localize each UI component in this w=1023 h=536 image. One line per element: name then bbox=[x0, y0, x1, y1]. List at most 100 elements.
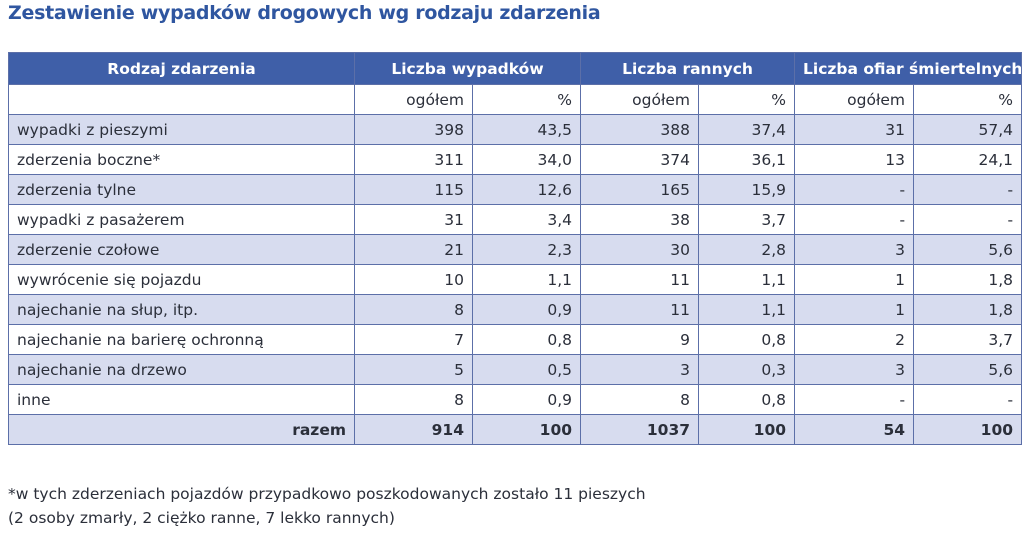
cell-accidents-percent: 1,1 bbox=[471, 264, 582, 295]
cell-accidents-percent: 34,0 bbox=[471, 144, 582, 175]
cell-fatalities-percent: - bbox=[913, 384, 1023, 415]
header-fatalities: Liczba ofiar śmiertelnych bbox=[794, 52, 1023, 85]
subheader-injured-total: ogółem bbox=[580, 84, 700, 115]
subheader-empty bbox=[8, 84, 355, 115]
cell-accidents-total: 7 bbox=[354, 324, 473, 355]
cell-accidents-total: 311 bbox=[354, 144, 473, 175]
cell-fatalities-total: 2 bbox=[794, 324, 915, 355]
cell-accidents-total: 21 bbox=[354, 234, 473, 265]
cell-fatalities-percent: 3,7 bbox=[913, 324, 1023, 355]
table-row: zderzenia boczne* 311 34,0 374 36,1 13 2… bbox=[8, 144, 1023, 175]
total-fatalities: 54 bbox=[794, 414, 915, 445]
cell-fatalities-total: 3 bbox=[794, 354, 915, 385]
cell-accidents-percent: 0,8 bbox=[471, 324, 582, 355]
cell-fatalities-total: - bbox=[794, 204, 915, 235]
cell-fatalities-percent: 57,4 bbox=[913, 114, 1023, 145]
row-label: wypadki z pieszymi bbox=[8, 114, 355, 145]
cell-accidents-total: 8 bbox=[354, 294, 473, 325]
cell-injured-total: 11 bbox=[580, 264, 700, 295]
table-row: najechanie na drzewo 5 0,5 3 0,3 3 5,6 bbox=[8, 354, 1023, 385]
subheader-fatalities-total: ogółem bbox=[794, 84, 915, 115]
cell-accidents-total: 8 bbox=[354, 384, 473, 415]
cell-injured-percent: 0,8 bbox=[698, 324, 796, 355]
total-accidents-percent: 100 bbox=[471, 414, 582, 445]
table-row: najechanie na słup, itp. 8 0,9 11 1,1 1 … bbox=[8, 294, 1023, 325]
total-label: razem bbox=[8, 414, 355, 445]
cell-accidents-percent: 2,3 bbox=[471, 234, 582, 265]
cell-injured-total: 388 bbox=[580, 114, 700, 145]
cell-injured-percent: 37,4 bbox=[698, 114, 796, 145]
cell-fatalities-total: - bbox=[794, 174, 915, 205]
cell-injured-percent: 0,8 bbox=[698, 384, 796, 415]
cell-fatalities-total: - bbox=[794, 384, 915, 415]
row-label: wypadki z pasażerem bbox=[8, 204, 355, 235]
row-label: zderzenia tylne bbox=[8, 174, 355, 205]
subheader-injured-percent: % bbox=[698, 84, 796, 115]
cell-accidents-percent: 3,4 bbox=[471, 204, 582, 235]
cell-fatalities-total: 3 bbox=[794, 234, 915, 265]
cell-accidents-total: 398 bbox=[354, 114, 473, 145]
cell-fatalities-percent: 24,1 bbox=[913, 144, 1023, 175]
table-row: wywrócenie się pojazdu 10 1,1 11 1,1 1 1… bbox=[8, 264, 1023, 295]
row-label: najechanie na barierę ochronną bbox=[8, 324, 355, 355]
cell-accidents-percent: 0,9 bbox=[471, 294, 582, 325]
row-label: najechanie na drzewo bbox=[8, 354, 355, 385]
cell-fatalities-percent: 5,6 bbox=[913, 354, 1023, 385]
total-fatalities-percent: 100 bbox=[913, 414, 1023, 445]
subheader-accidents-total: ogółem bbox=[354, 84, 473, 115]
cell-injured-percent: 1,1 bbox=[698, 264, 796, 295]
cell-fatalities-total: 13 bbox=[794, 144, 915, 175]
cell-injured-percent: 15,9 bbox=[698, 174, 796, 205]
total-accidents: 914 bbox=[354, 414, 473, 445]
cell-accidents-total: 10 bbox=[354, 264, 473, 295]
cell-accidents-percent: 0,9 bbox=[471, 384, 582, 415]
cell-injured-total: 3 bbox=[580, 354, 700, 385]
cell-injured-total: 165 bbox=[580, 174, 700, 205]
row-label: najechanie na słup, itp. bbox=[8, 294, 355, 325]
cell-fatalities-percent: 5,6 bbox=[913, 234, 1023, 265]
table-row: zderzenie czołowe 21 2,3 30 2,8 3 5,6 bbox=[8, 234, 1023, 265]
table-row: wypadki z pieszymi 398 43,5 388 37,4 31 … bbox=[8, 114, 1023, 145]
row-label: zderzenie czołowe bbox=[8, 234, 355, 265]
subheader-row: ogółem % ogółem % ogółem % bbox=[8, 84, 1023, 115]
footnote: *w tych zderzeniach pojazdów przypadkowo… bbox=[8, 482, 646, 530]
cell-fatalities-percent: 1,8 bbox=[913, 264, 1023, 295]
table-row: inne 8 0,9 8 0,8 - - bbox=[8, 384, 1023, 415]
cell-injured-percent: 1,1 bbox=[698, 294, 796, 325]
cell-injured-percent: 0,3 bbox=[698, 354, 796, 385]
cell-injured-percent: 3,7 bbox=[698, 204, 796, 235]
cell-injured-total: 374 bbox=[580, 144, 700, 175]
table-row: zderzenia tylne 115 12,6 165 15,9 - - bbox=[8, 174, 1023, 205]
footnote-line-1: *w tych zderzeniach pojazdów przypadkowo… bbox=[8, 485, 646, 503]
row-label: inne bbox=[8, 384, 355, 415]
total-injured: 1037 bbox=[580, 414, 700, 445]
table-row: wypadki z pasażerem 31 3,4 38 3,7 - - bbox=[8, 204, 1023, 235]
cell-injured-total: 38 bbox=[580, 204, 700, 235]
cell-accidents-percent: 12,6 bbox=[471, 174, 582, 205]
header-injured: Liczba rannych bbox=[580, 52, 796, 85]
subheader-fatalities-percent: % bbox=[913, 84, 1023, 115]
cell-accidents-total: 115 bbox=[354, 174, 473, 205]
cell-injured-total: 9 bbox=[580, 324, 700, 355]
row-label: zderzenia boczne* bbox=[8, 144, 355, 175]
subheader-accidents-percent: % bbox=[471, 84, 582, 115]
cell-injured-total: 11 bbox=[580, 294, 700, 325]
header-type: Rodzaj zdarzenia bbox=[8, 52, 355, 85]
cell-injured-total: 30 bbox=[580, 234, 700, 265]
cell-injured-total: 8 bbox=[580, 384, 700, 415]
cell-accidents-total: 5 bbox=[354, 354, 473, 385]
cell-accidents-percent: 43,5 bbox=[471, 114, 582, 145]
header-accidents: Liczba wypadków bbox=[353, 52, 582, 85]
footnote-line-2: (2 osoby zmarły, 2 ciężko ranne, 7 lekko… bbox=[8, 509, 395, 527]
cell-fatalities-percent: - bbox=[913, 204, 1023, 235]
cell-injured-percent: 2,8 bbox=[698, 234, 796, 265]
cell-fatalities-total: 31 bbox=[794, 114, 915, 145]
row-label: wywrócenie się pojazdu bbox=[8, 264, 355, 295]
total-row: razem 914 100 1037 100 54 100 bbox=[8, 414, 1023, 445]
cell-accidents-total: 31 bbox=[354, 204, 473, 235]
cell-fatalities-percent: - bbox=[913, 174, 1023, 205]
cell-fatalities-total: 1 bbox=[794, 294, 915, 325]
cell-fatalities-percent: 1,8 bbox=[913, 294, 1023, 325]
total-injured-percent: 100 bbox=[698, 414, 796, 445]
table-row: najechanie na barierę ochronną 7 0,8 9 0… bbox=[8, 324, 1023, 355]
